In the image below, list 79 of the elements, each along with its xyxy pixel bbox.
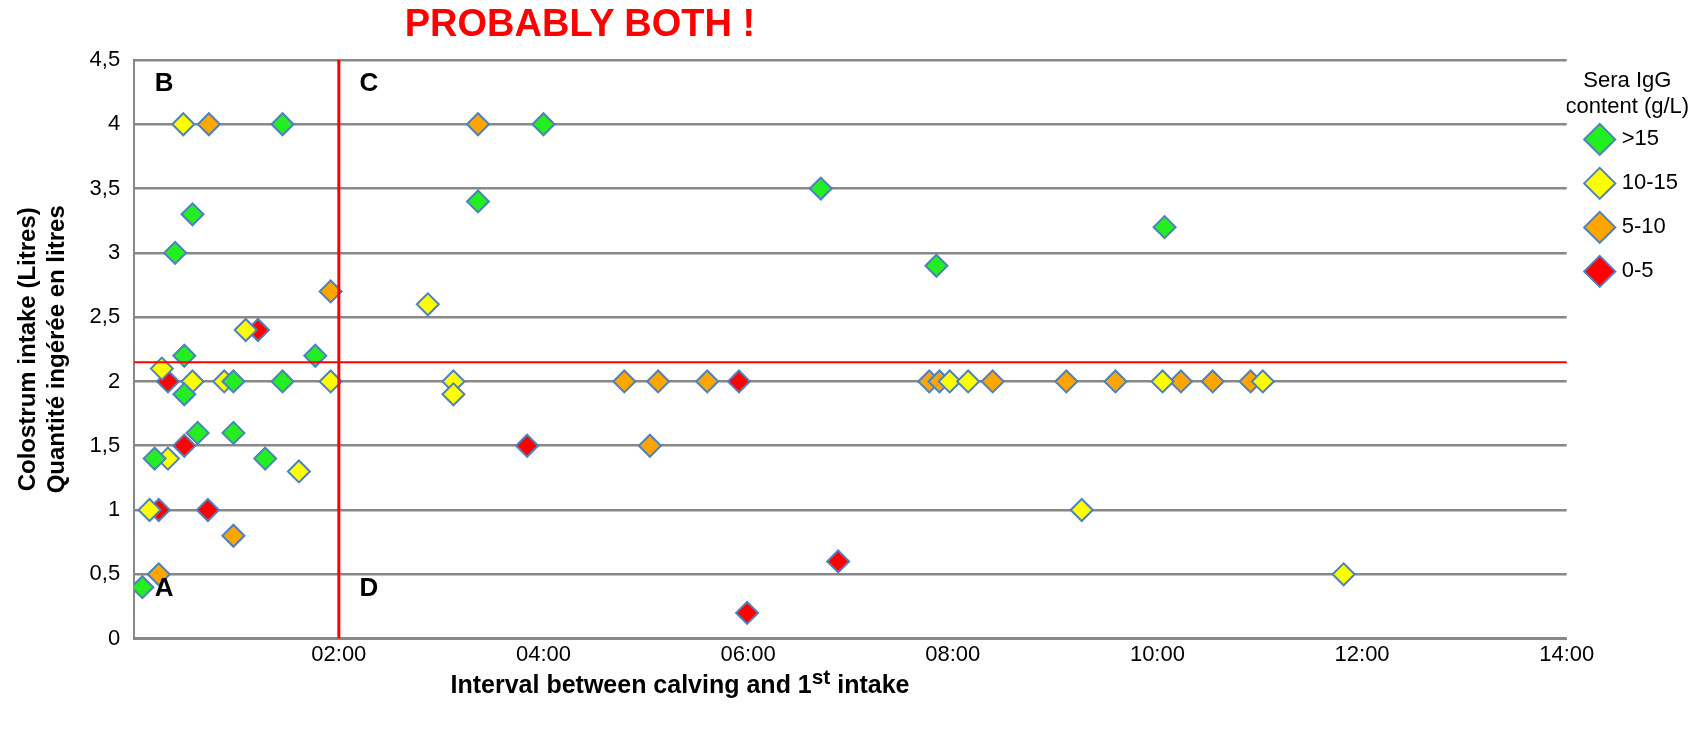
point [924,253,949,278]
annotation: C [359,67,379,98]
point [956,369,981,394]
point [1150,369,1175,394]
point [185,420,210,445]
point [937,369,962,394]
point [221,420,246,445]
point [253,446,278,471]
point [180,369,205,394]
point [531,112,556,137]
y-axis-title: Colostrum intake (Litres) Quantité ingérée en litres [13,205,69,494]
point [149,356,174,381]
point [646,369,671,394]
y-tick-label: 3,5 [89,174,121,200]
point [637,433,662,458]
x-tick-label: 06:00 [720,640,776,666]
annotation: A [154,571,174,602]
x-tick-label: 14:00 [1539,640,1595,666]
point [270,369,295,394]
point [1152,215,1177,240]
legend-title: Sera IgG content (g/L) [1565,67,1690,119]
chart-title: PROBABLY BOTH ! [403,2,757,45]
y-tick-label: 3 [107,238,121,264]
y-tick-label: 2 [107,367,121,393]
point [466,189,490,214]
point [441,382,466,407]
legend-label: 5-10 [1621,213,1666,239]
point [1200,369,1225,394]
point [415,292,440,317]
point [808,176,833,201]
point [1331,562,1356,587]
point [1250,369,1275,394]
point [735,600,760,625]
legend-label: >15 [1621,125,1660,151]
point [466,112,490,137]
point [270,112,295,137]
point [1103,369,1128,394]
point [318,279,343,304]
point [726,369,751,394]
point [286,459,311,484]
point [1069,498,1094,523]
point [137,498,162,523]
point [180,202,205,227]
x-tick-label: 12:00 [1334,640,1390,666]
point [980,369,1005,394]
legend-label: 10-15 [1621,169,1679,195]
point [163,240,188,265]
point [195,498,220,523]
point [221,523,246,548]
point [172,382,197,407]
y-tick-label: 0,5 [89,560,121,586]
x-tick-label: 02:00 [311,640,367,666]
y-tick-label: 0 [107,624,121,650]
point [612,369,637,394]
point [1054,369,1079,394]
y-tick-label: 4 [107,110,121,136]
y-tick-label: 1,5 [89,431,121,457]
point [142,446,167,471]
annotation: B [154,67,174,98]
point [303,343,328,368]
point [233,318,258,343]
point [826,549,851,574]
annotation: D [359,571,379,602]
y-tick-label: 2,5 [89,303,121,329]
point [515,433,540,458]
point [172,343,197,368]
x-axis-title: Interval between calving and 1$^{st}$ intake [449,665,911,700]
point [171,112,196,137]
x-tick-label: 04:00 [515,640,572,666]
x-tick-label: 10:00 [1129,640,1185,666]
y-tick-label: 4,5 [89,46,121,72]
legend-label: 0-5 [1621,257,1654,283]
point [318,369,343,394]
y-tick-label: 1 [107,496,121,522]
point [172,433,197,458]
point [695,369,720,394]
point [196,112,221,137]
point [221,369,246,394]
x-tick-label: 08:00 [925,640,981,666]
